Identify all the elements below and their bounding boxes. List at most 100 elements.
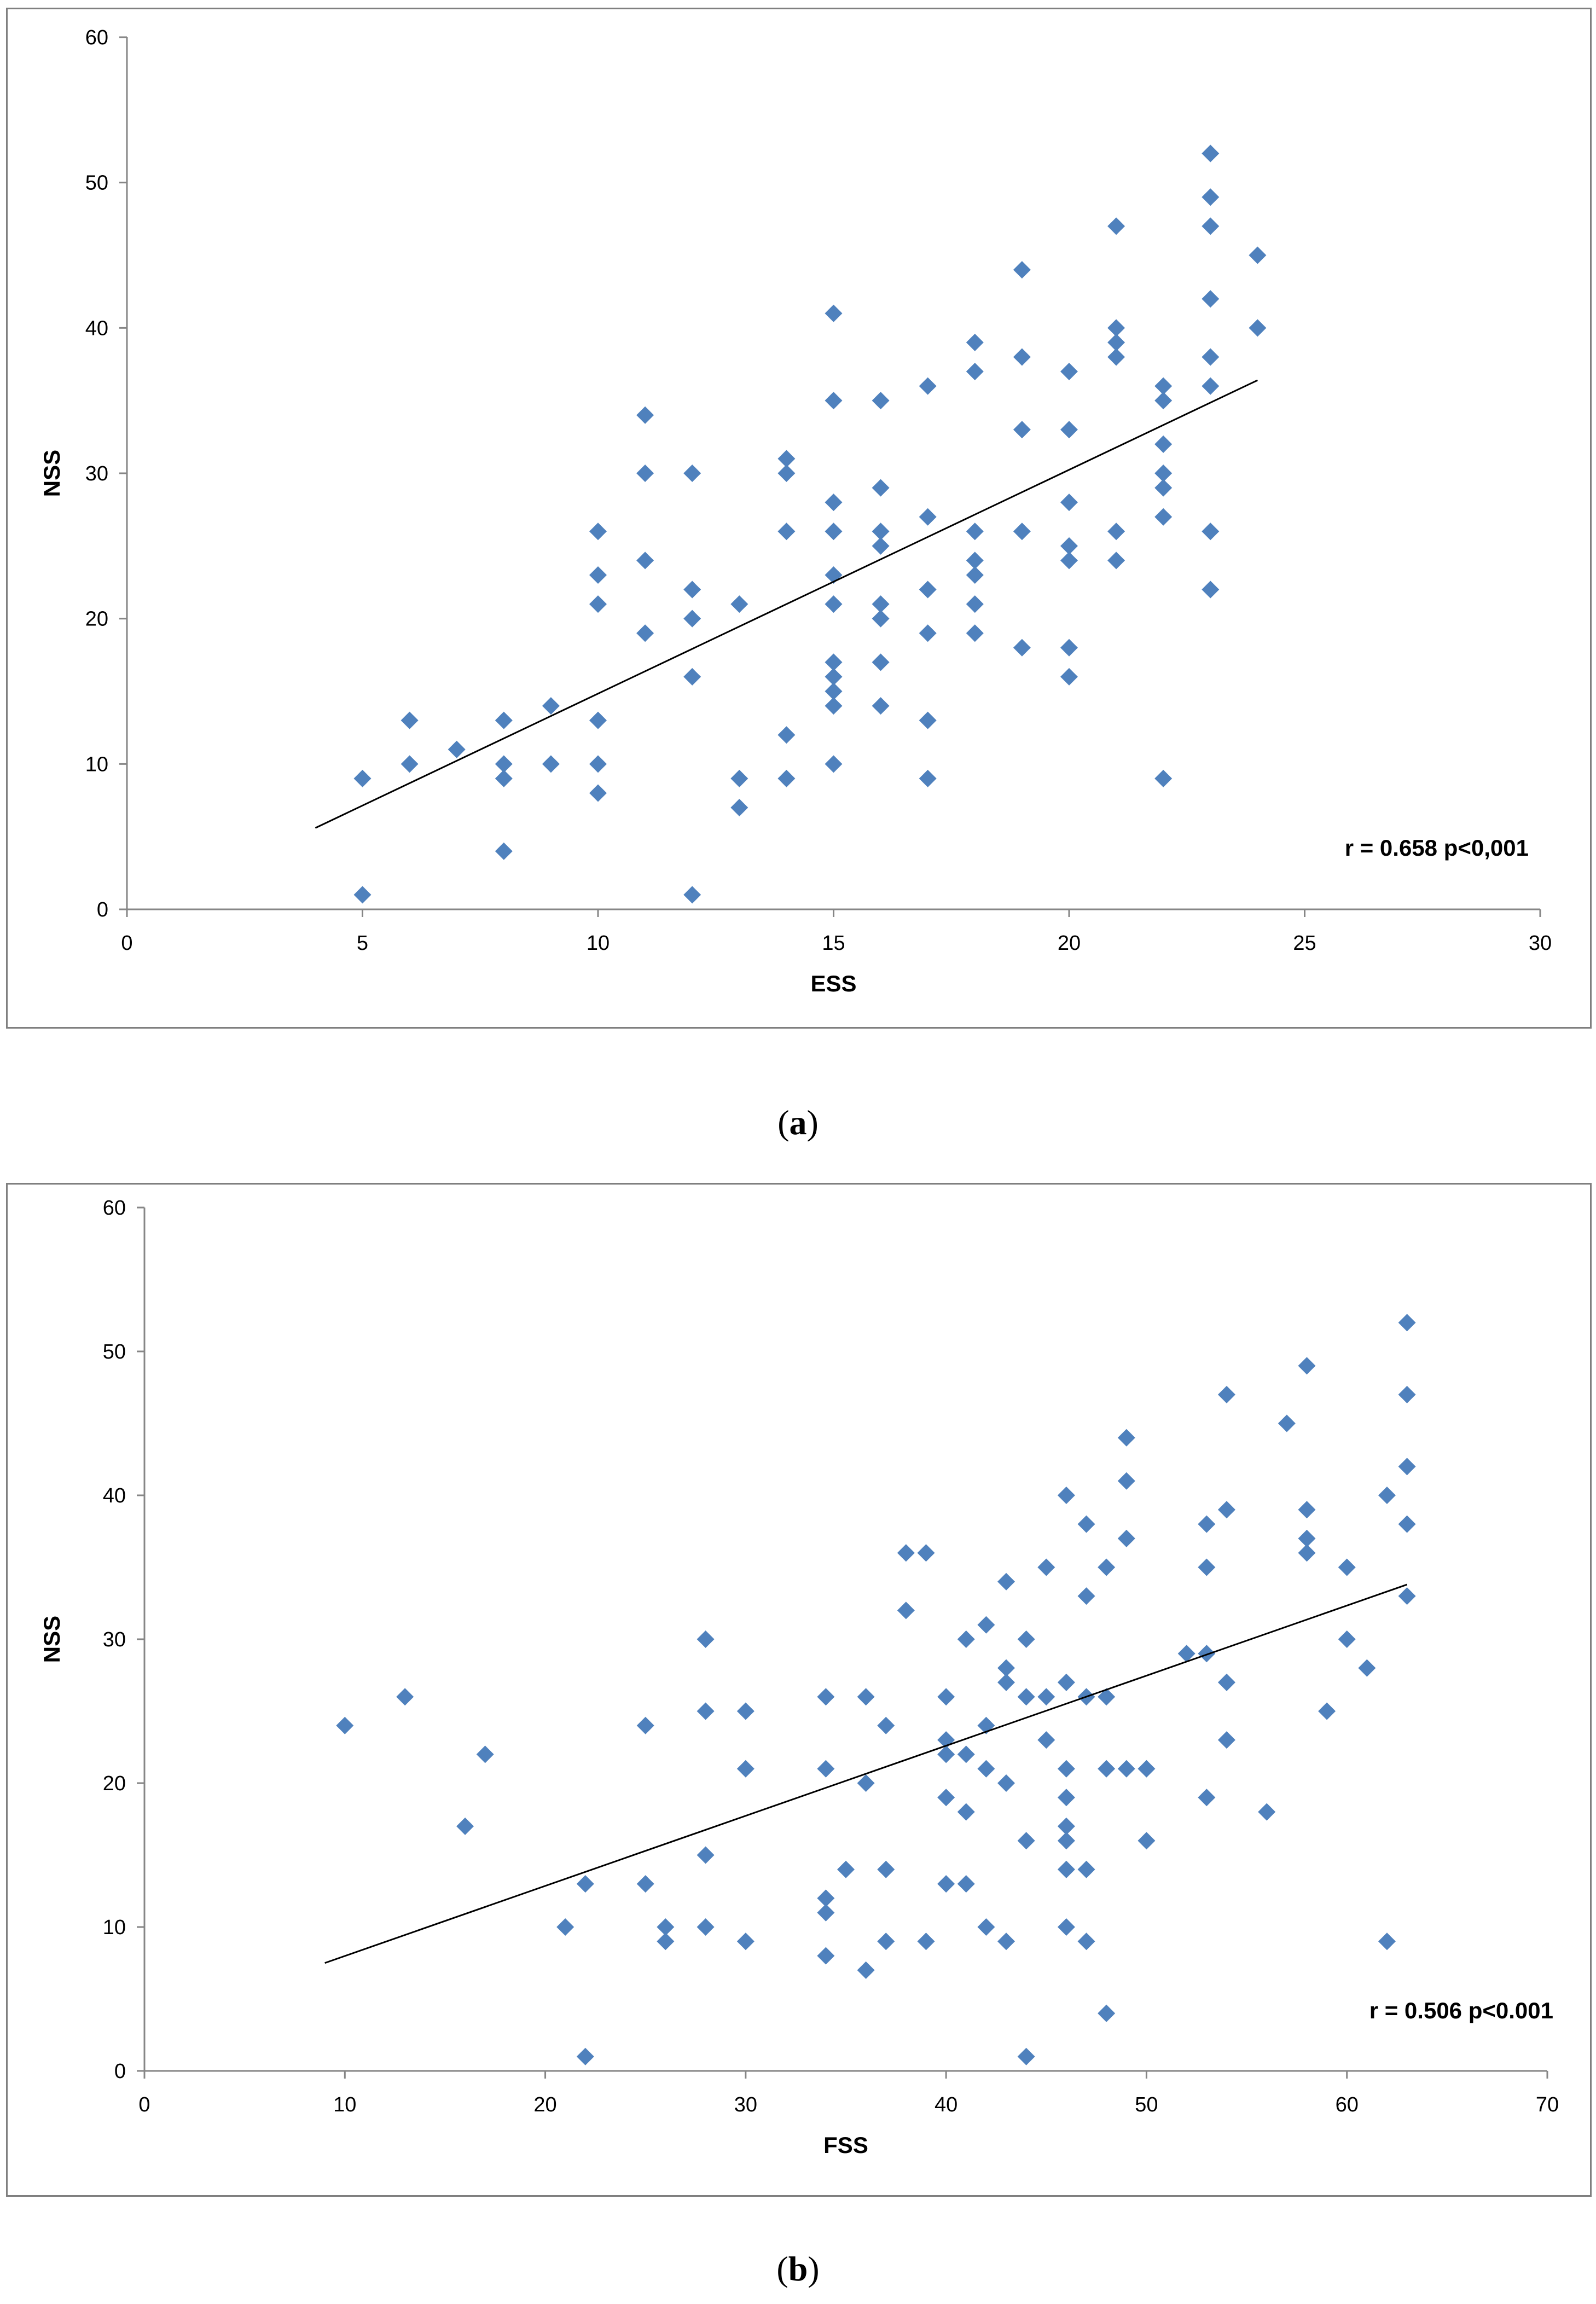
data-point	[872, 610, 890, 628]
data-point	[966, 333, 984, 351]
data-point	[697, 1630, 715, 1648]
data-point	[997, 1932, 1015, 1951]
data-point	[1098, 1558, 1116, 1576]
data-point	[1249, 246, 1267, 264]
data-point	[1217, 1501, 1235, 1519]
trend-line	[315, 379, 1258, 829]
data-point	[1057, 1487, 1075, 1504]
data-point	[919, 711, 937, 729]
x-tick-label: 5	[357, 932, 368, 955]
data-point	[1013, 421, 1031, 439]
data-point	[736, 1760, 755, 1778]
data-point	[1202, 581, 1220, 599]
data-point	[636, 1716, 654, 1734]
data-point	[576, 1875, 594, 1893]
data-point	[825, 653, 843, 671]
data-point	[1298, 1529, 1316, 1547]
data-point	[1298, 1357, 1316, 1375]
data-point	[872, 392, 890, 410]
data-point	[1202, 144, 1220, 163]
data-point	[542, 755, 560, 773]
data-point	[1298, 1544, 1316, 1562]
data-point	[1177, 1645, 1195, 1663]
data-point	[736, 1702, 755, 1720]
data-point	[825, 494, 843, 512]
data-point	[857, 1774, 875, 1792]
data-point	[1077, 1932, 1095, 1951]
data-point	[1217, 1385, 1235, 1403]
y-tick-label: 60	[103, 1197, 126, 1220]
data-point	[683, 886, 701, 904]
data-point	[966, 552, 984, 570]
data-point	[576, 2047, 594, 2065]
data-point	[977, 1760, 995, 1778]
data-point	[589, 755, 607, 773]
data-point	[1202, 217, 1220, 235]
data-point	[697, 1702, 715, 1720]
data-point	[1107, 217, 1125, 235]
data-point	[683, 610, 701, 628]
data-point	[817, 1688, 835, 1706]
data-point	[495, 842, 513, 860]
trend-line	[324, 1583, 1408, 1964]
data-point	[1154, 392, 1173, 410]
data-point	[777, 769, 796, 787]
data-point	[966, 566, 984, 584]
x-tick-label: 60	[1336, 2093, 1359, 2116]
data-point	[353, 886, 372, 904]
data-point	[636, 624, 654, 642]
data-point	[872, 697, 890, 715]
data-point	[997, 1673, 1015, 1691]
x-tick-label: 40	[935, 2093, 957, 2116]
data-point	[730, 769, 748, 787]
data-point	[825, 697, 843, 715]
data-point	[396, 1688, 414, 1706]
data-point	[495, 755, 513, 773]
data-point	[897, 1544, 915, 1562]
data-point	[872, 523, 890, 541]
data-point	[1338, 1630, 1356, 1648]
data-point	[1154, 769, 1173, 787]
data-point	[1198, 1515, 1216, 1533]
data-point	[589, 595, 607, 613]
data-point	[919, 508, 937, 526]
scatter-plot-b: 0 10 20 30 40 50 60 0 10 20 30 40 50 60 70 FSS NSS r = 0.…	[39, 1197, 1559, 2158]
data-point	[777, 523, 796, 541]
y-tick-label: 50	[103, 1340, 126, 1363]
data-point	[1107, 319, 1125, 337]
data-point	[1198, 1645, 1216, 1663]
y-tick-label: 0	[97, 898, 108, 921]
data-point	[1077, 1515, 1095, 1533]
data-point	[825, 668, 843, 686]
data-point	[730, 595, 748, 613]
data-point	[636, 465, 654, 482]
data-point	[1202, 523, 1220, 541]
data-point	[957, 1803, 975, 1821]
y-tick-label: 30	[103, 1628, 126, 1651]
data-point	[825, 304, 843, 322]
data-point	[877, 1860, 895, 1878]
data-point	[1398, 1314, 1416, 1332]
y-tick-label: 20	[103, 1772, 126, 1795]
x-tick-label: 15	[822, 932, 845, 955]
caption-a: (a)	[777, 1103, 819, 1142]
x-tick-label: 10	[333, 2093, 356, 2116]
x-tick-label: 70	[1536, 2093, 1559, 2116]
caption-a-label: a	[789, 1103, 807, 1142]
data-point	[1013, 523, 1031, 541]
data-point	[872, 537, 890, 555]
data-point	[589, 523, 607, 541]
data-point	[872, 479, 890, 497]
data-point	[966, 595, 984, 613]
data-point	[1154, 377, 1173, 395]
data-point	[825, 392, 843, 410]
data-point	[1278, 1414, 1296, 1432]
data-point	[697, 1918, 715, 1936]
data-point	[1098, 2004, 1116, 2022]
data-point	[1107, 348, 1125, 366]
data-point	[817, 1889, 835, 1907]
data-point	[897, 1601, 915, 1620]
data-point	[1098, 1688, 1116, 1706]
data-point	[636, 406, 654, 424]
data-point	[825, 523, 843, 541]
